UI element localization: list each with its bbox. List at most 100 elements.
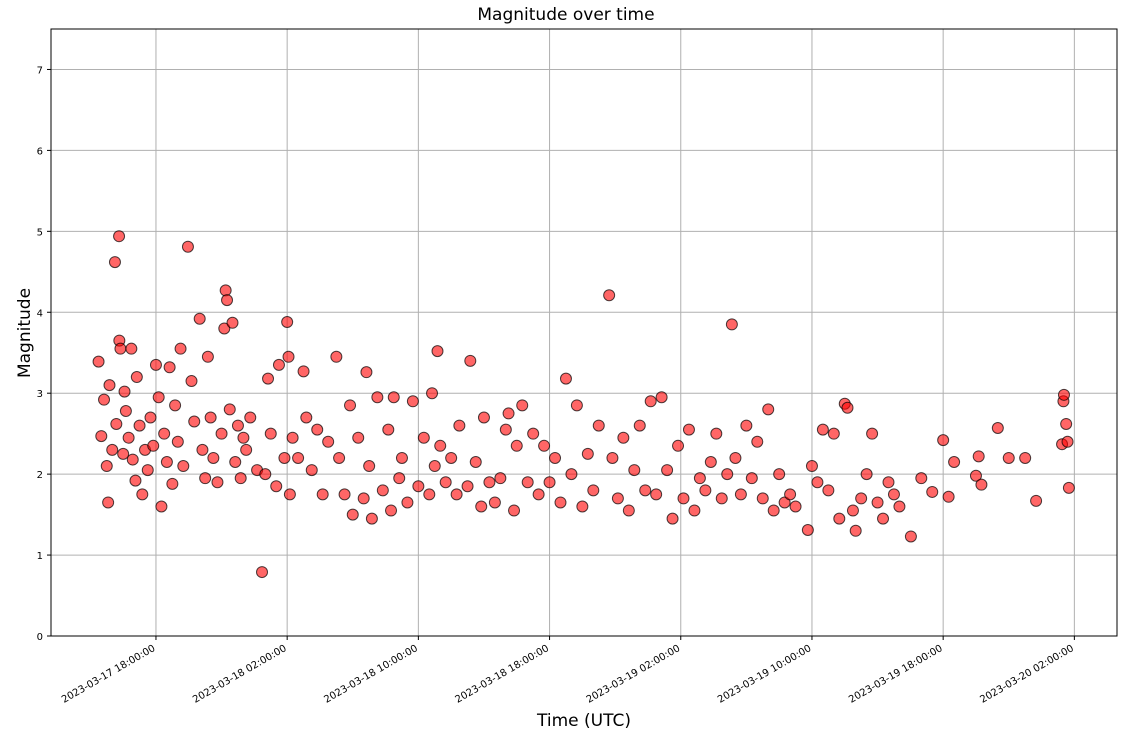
point	[827, 427, 840, 440]
point	[221, 294, 234, 307]
point	[893, 500, 906, 513]
point	[904, 530, 917, 543]
point	[475, 500, 488, 513]
point	[682, 423, 695, 436]
point	[401, 496, 414, 509]
point	[611, 492, 624, 505]
point	[163, 361, 176, 374]
point	[346, 508, 359, 521]
point	[423, 488, 436, 501]
point	[126, 453, 139, 466]
point	[395, 451, 408, 464]
point	[576, 500, 589, 513]
point	[119, 405, 132, 418]
point	[114, 342, 127, 355]
point	[199, 472, 212, 485]
point	[789, 500, 802, 513]
point	[387, 391, 400, 404]
y-tick-label: 5	[37, 227, 43, 238]
point	[338, 488, 351, 501]
point	[352, 431, 365, 444]
point	[721, 468, 734, 481]
point	[565, 468, 578, 481]
point	[193, 312, 206, 325]
point	[431, 345, 444, 358]
point	[133, 419, 146, 432]
point	[215, 427, 228, 440]
point	[155, 500, 168, 513]
x-tick-label: 2023-03-19 18:00:00	[847, 643, 944, 706]
point	[833, 512, 846, 525]
point	[521, 476, 534, 489]
point	[365, 512, 378, 525]
point	[106, 443, 119, 456]
point	[428, 460, 441, 473]
point	[439, 476, 452, 489]
point	[297, 365, 310, 378]
point	[211, 476, 224, 489]
point	[453, 419, 466, 432]
point	[160, 455, 173, 468]
point	[1002, 451, 1015, 464]
y-tick-label: 7	[37, 65, 43, 76]
point	[677, 492, 690, 505]
point	[117, 447, 130, 460]
point	[666, 512, 679, 525]
point	[887, 488, 900, 501]
point	[801, 523, 814, 536]
point	[256, 566, 269, 579]
point	[450, 488, 463, 501]
point	[240, 443, 253, 456]
point	[725, 318, 738, 331]
point	[734, 488, 747, 501]
point	[226, 316, 239, 329]
y-axis-label: Magnitude	[15, 288, 35, 378]
point	[231, 419, 244, 432]
point	[118, 385, 131, 398]
point	[129, 474, 142, 487]
point	[152, 391, 165, 404]
point	[196, 443, 209, 456]
point	[483, 476, 496, 489]
point	[125, 342, 138, 355]
point	[710, 427, 723, 440]
point	[393, 472, 406, 485]
point	[477, 411, 490, 424]
point	[510, 439, 523, 452]
point	[882, 476, 895, 489]
point	[543, 476, 556, 489]
point	[860, 468, 873, 481]
point	[122, 431, 135, 444]
point	[773, 468, 786, 481]
point	[305, 464, 318, 477]
point	[272, 358, 285, 371]
point	[527, 427, 540, 440]
point	[158, 427, 171, 440]
point	[655, 391, 668, 404]
point	[969, 469, 982, 482]
point	[130, 371, 143, 384]
point	[223, 403, 236, 416]
y-tick-label: 0	[37, 632, 43, 643]
point	[751, 435, 764, 448]
point	[866, 427, 879, 440]
point	[311, 423, 324, 436]
point	[972, 450, 985, 463]
point	[207, 451, 220, 464]
point	[811, 476, 824, 489]
point	[699, 484, 712, 497]
point	[672, 439, 685, 452]
x-axis-label: Time (UTC)	[536, 711, 631, 731]
point	[219, 284, 232, 297]
point	[262, 372, 275, 385]
point	[322, 435, 335, 448]
point	[499, 423, 512, 436]
point	[628, 464, 641, 477]
point	[469, 455, 482, 468]
point	[871, 496, 884, 509]
point	[92, 355, 105, 368]
point	[715, 492, 728, 505]
point	[283, 488, 296, 501]
x-tick-label: 2023-03-17 18:00:00	[60, 643, 157, 706]
point	[516, 399, 529, 412]
